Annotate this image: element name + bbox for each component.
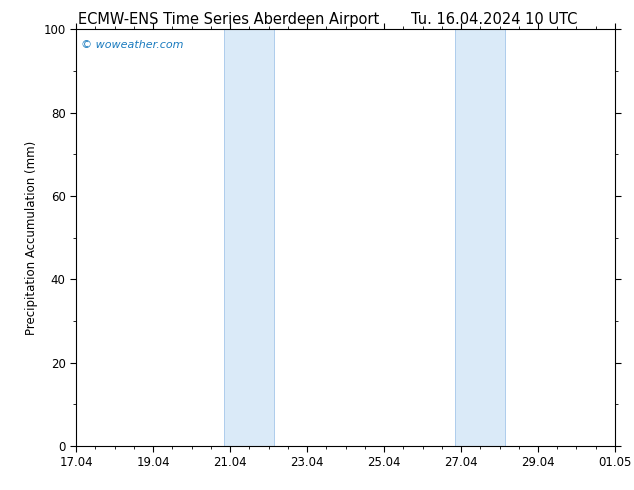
Text: © woweather.com: © woweather.com <box>81 40 184 50</box>
Bar <box>455 29 505 446</box>
Y-axis label: Precipitation Accumulation (mm): Precipitation Accumulation (mm) <box>25 141 38 335</box>
Text: ECMW-ENS Time Series Aberdeen Airport: ECMW-ENS Time Series Aberdeen Airport <box>77 12 379 27</box>
Bar <box>224 29 275 446</box>
Text: Tu. 16.04.2024 10 UTC: Tu. 16.04.2024 10 UTC <box>411 12 578 27</box>
